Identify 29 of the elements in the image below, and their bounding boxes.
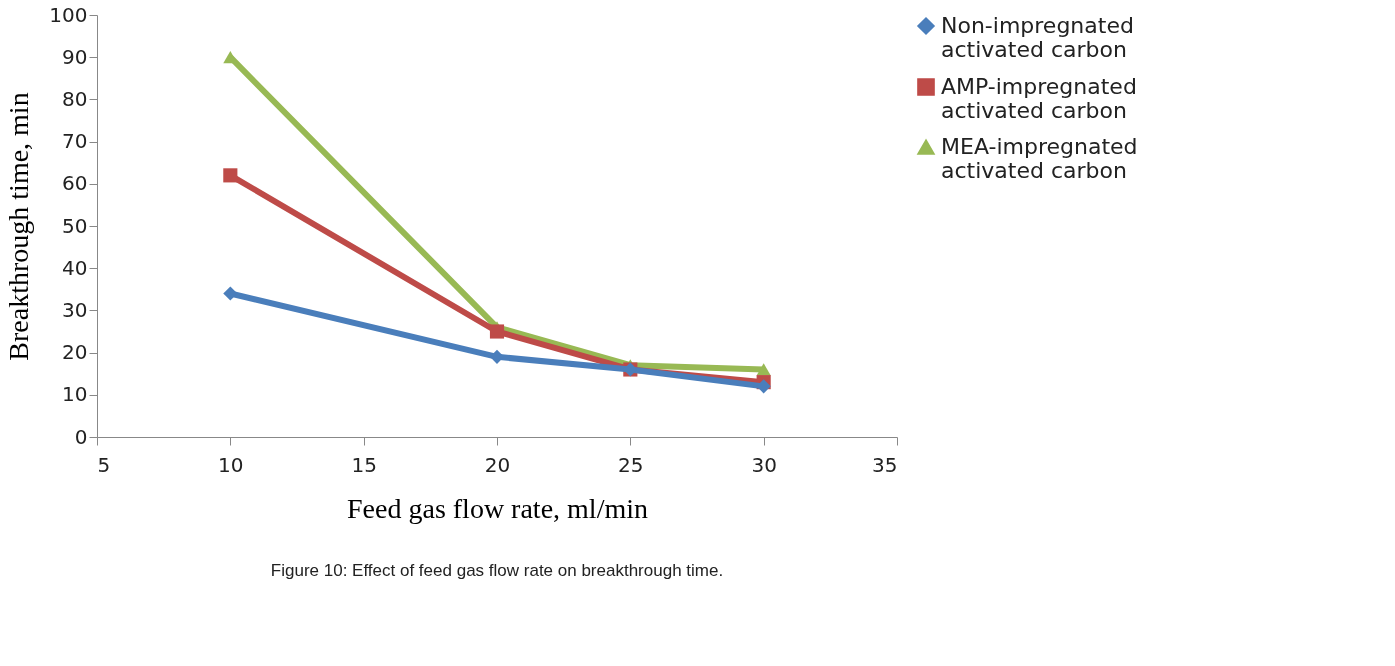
point xyxy=(756,379,771,394)
point xyxy=(223,286,238,301)
y-tick-label: 10 xyxy=(62,382,88,407)
y-tick-label: 80 xyxy=(62,86,88,111)
y-axis-title: Breakthrough time, min xyxy=(3,92,35,361)
y-tick-label: 50 xyxy=(62,213,88,238)
y-tick-label: 70 xyxy=(62,129,88,154)
caption: Figure 10: Effect of feed gas flow rate on breakthrough time. xyxy=(270,561,724,580)
x-tick-label: 5 xyxy=(97,452,111,477)
point xyxy=(223,168,238,183)
x-tick-label: 15 xyxy=(351,452,377,477)
y-tick-label: 60 xyxy=(62,171,88,196)
y-tick-label: 30 xyxy=(62,297,88,322)
y-tick-label: 90 xyxy=(62,44,88,69)
x-tick-label: 25 xyxy=(618,452,644,477)
y-tick-label: 40 xyxy=(62,255,88,280)
x-tick-label: 30 xyxy=(751,452,777,477)
point xyxy=(489,324,505,339)
x-axis-title: Feed gas flow rate, ml/min xyxy=(347,492,648,524)
x-tick-label: 20 xyxy=(484,452,511,477)
legend-label: MEA-impregnated activated carbon xyxy=(941,134,1138,183)
point xyxy=(756,363,771,376)
legend-label: Non-impregnated activated carbon xyxy=(941,13,1134,62)
x-tick-label: 10 xyxy=(218,452,244,477)
x-tick-label: 35 xyxy=(872,452,898,477)
y-tick-label: 100 xyxy=(49,2,88,27)
y-tick-label: 20 xyxy=(62,340,88,365)
y-tick-label: 0 xyxy=(74,424,88,449)
legend-label: AMP-impregnated activated carbon xyxy=(941,74,1137,123)
